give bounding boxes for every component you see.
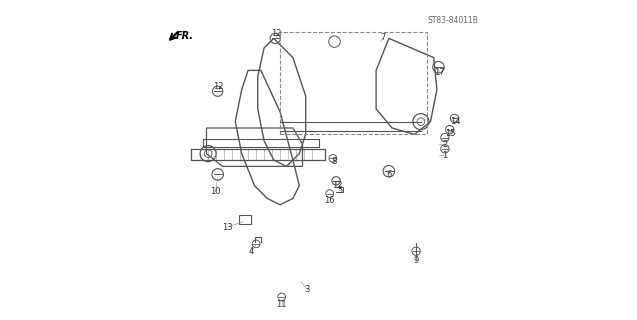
Text: 3: 3 — [304, 285, 310, 294]
Text: ST83-84011B: ST83-84011B — [427, 16, 478, 25]
Text: 6: 6 — [386, 170, 392, 179]
Text: 15: 15 — [445, 129, 455, 138]
Text: 12: 12 — [213, 82, 224, 91]
Text: 2: 2 — [442, 140, 448, 148]
Text: 4: 4 — [248, 247, 254, 256]
Text: 12: 12 — [332, 181, 342, 190]
Text: 7: 7 — [380, 33, 385, 42]
Text: 13: 13 — [222, 223, 233, 232]
Text: 8: 8 — [331, 157, 336, 166]
Text: 5: 5 — [338, 186, 343, 195]
Text: 17: 17 — [434, 68, 445, 76]
Text: 12: 12 — [271, 29, 282, 38]
Text: 9: 9 — [413, 256, 419, 265]
Text: 10: 10 — [210, 188, 220, 196]
Text: 14: 14 — [450, 117, 461, 126]
Text: 11: 11 — [276, 300, 287, 309]
Text: FR.: FR. — [176, 31, 194, 41]
Text: 1: 1 — [442, 151, 448, 160]
Text: 16: 16 — [324, 196, 335, 205]
